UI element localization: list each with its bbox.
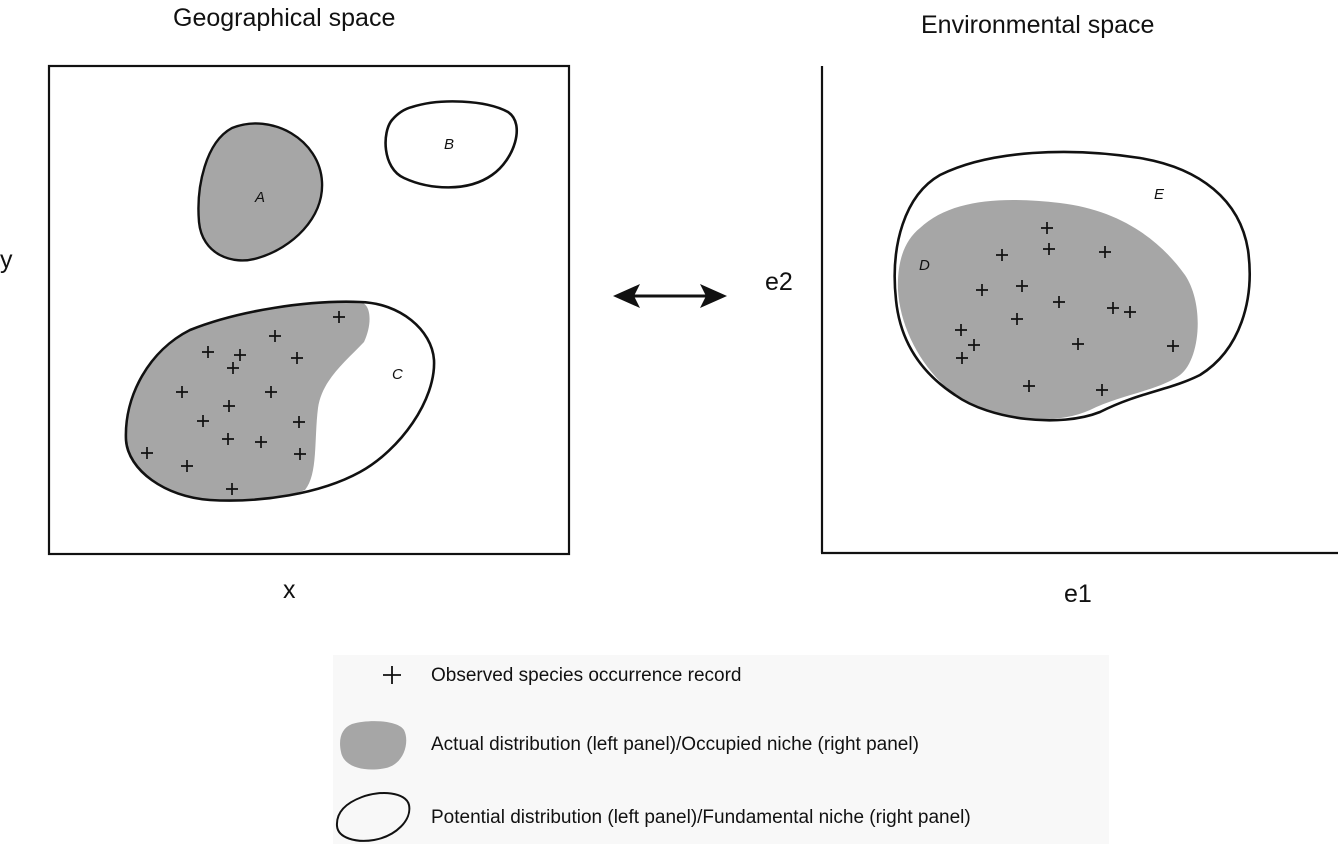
occurrence-point xyxy=(968,339,980,351)
occurrence-point xyxy=(197,415,209,427)
occurrence-point xyxy=(226,483,238,495)
left-y-axis-label: y xyxy=(0,246,13,274)
occurrence-point xyxy=(1099,246,1111,258)
double-headed-arrow-icon xyxy=(613,284,727,308)
occurrence-point xyxy=(265,386,277,398)
occurrence-point xyxy=(1016,280,1028,292)
legend: Observed species occurrence record Actua… xyxy=(333,655,1109,844)
legend-occurrence-text: Observed species occurrence record xyxy=(431,665,741,686)
region-c-outline xyxy=(124,300,436,502)
occurrence-legend-icon xyxy=(383,666,401,684)
right-panel-title: Environmental space xyxy=(921,11,1154,39)
region-c-label: C xyxy=(392,366,403,383)
occurrence-point xyxy=(1107,302,1119,314)
region-d-occupied-fill xyxy=(897,199,1198,420)
occurrence-point xyxy=(1041,222,1053,234)
occurrence-point xyxy=(291,352,303,364)
left-panel-title: Geographical space xyxy=(173,4,395,32)
potential-distribution-legend-icon xyxy=(335,792,411,842)
occurrence-point xyxy=(1096,384,1108,396)
occurrence-point xyxy=(181,460,193,472)
geographical-space-frame xyxy=(47,64,571,556)
legend-actual-text: Actual distribution (left panel)/Occupie… xyxy=(431,734,919,755)
occurrence-point xyxy=(1043,243,1055,255)
occurrence-point xyxy=(222,433,234,445)
region-a-shape xyxy=(197,122,324,262)
occurrence-point xyxy=(202,346,214,358)
right-x-axis-label: e1 xyxy=(1064,580,1092,608)
legend-potential-text: Potential distribution (left panel)/Fund… xyxy=(431,807,971,828)
occurrence-point xyxy=(1072,338,1084,350)
occurrence-point xyxy=(1167,340,1179,352)
occurrence-point xyxy=(223,400,235,412)
right-y-axis-label: e2 xyxy=(765,268,793,296)
region-e-label: E xyxy=(1154,186,1165,203)
legend-background xyxy=(333,655,1109,844)
region-d-label: D xyxy=(919,257,930,274)
occurrence-point xyxy=(955,324,967,336)
region-b-label: B xyxy=(444,136,454,153)
left-x-axis-label: x xyxy=(283,576,296,604)
occurrence-point xyxy=(176,386,188,398)
occurrence-point xyxy=(1023,380,1035,392)
region-d-occurrence-points xyxy=(955,222,1179,396)
occurrence-point xyxy=(227,362,239,374)
region-c-occurrence-points xyxy=(141,311,345,495)
actual-distribution-legend-icon xyxy=(340,721,407,770)
occurrence-point xyxy=(956,352,968,364)
region-c-occupied-fill xyxy=(125,301,370,501)
region-b-shape xyxy=(384,100,518,189)
occurrence-point xyxy=(293,416,305,428)
occurrence-point xyxy=(1124,306,1136,318)
occurrence-point xyxy=(1053,296,1065,308)
occurrence-point xyxy=(294,448,306,460)
occurrence-point xyxy=(234,349,246,361)
region-e-outline xyxy=(893,150,1251,422)
occurrence-point xyxy=(141,447,153,459)
occurrence-point xyxy=(996,249,1008,261)
occurrence-point xyxy=(976,284,988,296)
occurrence-point xyxy=(333,311,345,323)
occurrence-point xyxy=(269,330,281,342)
occurrence-point xyxy=(1011,313,1023,325)
region-a-label: A xyxy=(254,189,265,206)
occurrence-point xyxy=(255,436,267,448)
